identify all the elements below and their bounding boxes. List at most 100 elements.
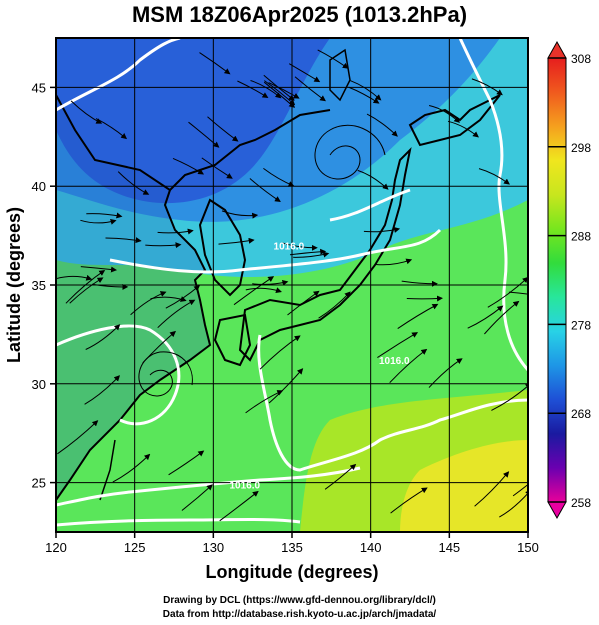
streamline bbox=[157, 299, 196, 329]
streamline bbox=[157, 228, 194, 235]
japan-kyushu bbox=[213, 313, 252, 367]
sakhalin-coast bbox=[329, 48, 351, 102]
streamline bbox=[199, 52, 231, 75]
x-tick-label: 125 bbox=[124, 540, 146, 555]
streamline bbox=[263, 74, 295, 101]
y-tick-label: 45 bbox=[32, 80, 46, 95]
x-tick-label: 120 bbox=[45, 540, 67, 555]
streamline bbox=[324, 463, 357, 490]
streamline bbox=[289, 248, 327, 256]
streamline bbox=[467, 305, 504, 329]
mainland-shading bbox=[56, 95, 210, 500]
streamline bbox=[145, 242, 182, 249]
isobar-line bbox=[257, 334, 528, 472]
y-tick-label: 35 bbox=[32, 278, 46, 293]
colorbar-ticks: 308 298 288 278 268 258 bbox=[548, 52, 591, 510]
streamline bbox=[245, 390, 284, 414]
streamline bbox=[86, 212, 123, 219]
page-title: MSM 18Z06Apr2025 (1013.2hPa) bbox=[131, 2, 468, 27]
streamline bbox=[363, 227, 401, 233]
isobar-label: 1016.0 bbox=[230, 481, 261, 492]
colorbar-tick-label: 288 bbox=[571, 230, 591, 244]
x-tick-label: 140 bbox=[360, 540, 382, 555]
streamline bbox=[294, 76, 326, 102]
taiwan-coast bbox=[99, 439, 116, 501]
streamline bbox=[447, 120, 479, 138]
streamline bbox=[57, 420, 99, 455]
colorbar-max-arrow bbox=[547, 40, 567, 59]
y-tick-label: 25 bbox=[32, 476, 46, 491]
streamline bbox=[130, 291, 167, 316]
streamline bbox=[474, 471, 510, 507]
credit-data: Data from http://database.rish.kyoto-u.a… bbox=[162, 609, 437, 620]
hot-zone bbox=[400, 440, 528, 532]
colorbar: 308 298 288 278 268 258 bbox=[547, 40, 591, 520]
streamline bbox=[207, 116, 239, 142]
streamline bbox=[350, 80, 382, 101]
x-tick-label: 145 bbox=[438, 540, 460, 555]
streamline bbox=[478, 168, 510, 185]
isobar-line bbox=[329, 188, 411, 222]
colorbar-tick-label: 298 bbox=[571, 141, 591, 155]
colorbar-tick-label: 258 bbox=[571, 496, 591, 510]
japan-hokkaido bbox=[408, 94, 501, 147]
credit-drawing: Drawing by DCL (https://www.gfd-dennou.o… bbox=[163, 595, 436, 606]
streamline bbox=[252, 279, 289, 286]
isobar-line bbox=[458, 38, 528, 372]
streamline bbox=[357, 169, 389, 190]
streamline bbox=[259, 335, 301, 370]
streamline bbox=[428, 105, 460, 123]
isobar-label: 1016.0 bbox=[379, 356, 410, 367]
isobar-line bbox=[56, 466, 361, 507]
streamline bbox=[219, 490, 259, 522]
streamline bbox=[366, 113, 398, 137]
streamline bbox=[84, 375, 121, 405]
streamline bbox=[172, 157, 205, 175]
isobar-line bbox=[56, 324, 181, 426]
streamline bbox=[85, 324, 121, 350]
streamline bbox=[314, 124, 386, 180]
korea-north-coast bbox=[169, 109, 331, 191]
streamline bbox=[150, 296, 187, 302]
y-tick-label: 30 bbox=[32, 377, 46, 392]
streamline bbox=[245, 287, 282, 293]
streamline bbox=[268, 368, 304, 404]
streamline bbox=[188, 121, 220, 148]
x-tick-label: 150 bbox=[517, 540, 539, 555]
streamline bbox=[375, 258, 413, 266]
x-axis: 120 125 130 135 140 145 150 bbox=[45, 532, 539, 555]
streamline bbox=[508, 291, 528, 295]
isobar-line bbox=[109, 228, 442, 274]
isobar-line bbox=[56, 38, 181, 112]
streamline bbox=[69, 277, 104, 304]
streamline bbox=[287, 290, 320, 316]
streamline bbox=[138, 351, 193, 397]
colorbar-min-arrow bbox=[547, 501, 567, 520]
streamline bbox=[471, 78, 503, 96]
korea-peninsula bbox=[198, 198, 247, 297]
streamline bbox=[112, 453, 151, 483]
y-axis: 25 30 35 40 45 bbox=[32, 80, 56, 491]
streamline bbox=[487, 276, 528, 308]
streamline bbox=[406, 295, 443, 302]
streamline bbox=[218, 237, 255, 245]
japan-honshu bbox=[238, 146, 412, 362]
streamlines bbox=[56, 49, 528, 522]
streamline bbox=[70, 100, 103, 124]
streamline bbox=[318, 291, 351, 319]
streamline bbox=[201, 157, 233, 179]
streamline bbox=[237, 80, 269, 99]
streamline bbox=[80, 266, 117, 273]
map-plot-area: 1016.0 1016.0 1016.0 bbox=[56, 38, 528, 532]
streamline bbox=[428, 358, 463, 388]
streamline bbox=[281, 242, 318, 251]
streamline bbox=[512, 483, 528, 497]
streamline bbox=[233, 276, 275, 306]
streamline bbox=[390, 487, 428, 514]
streamline bbox=[268, 82, 300, 99]
streamline bbox=[56, 274, 93, 281]
streamline bbox=[401, 280, 438, 287]
streamline bbox=[168, 450, 205, 476]
isobar-line bbox=[56, 518, 301, 527]
